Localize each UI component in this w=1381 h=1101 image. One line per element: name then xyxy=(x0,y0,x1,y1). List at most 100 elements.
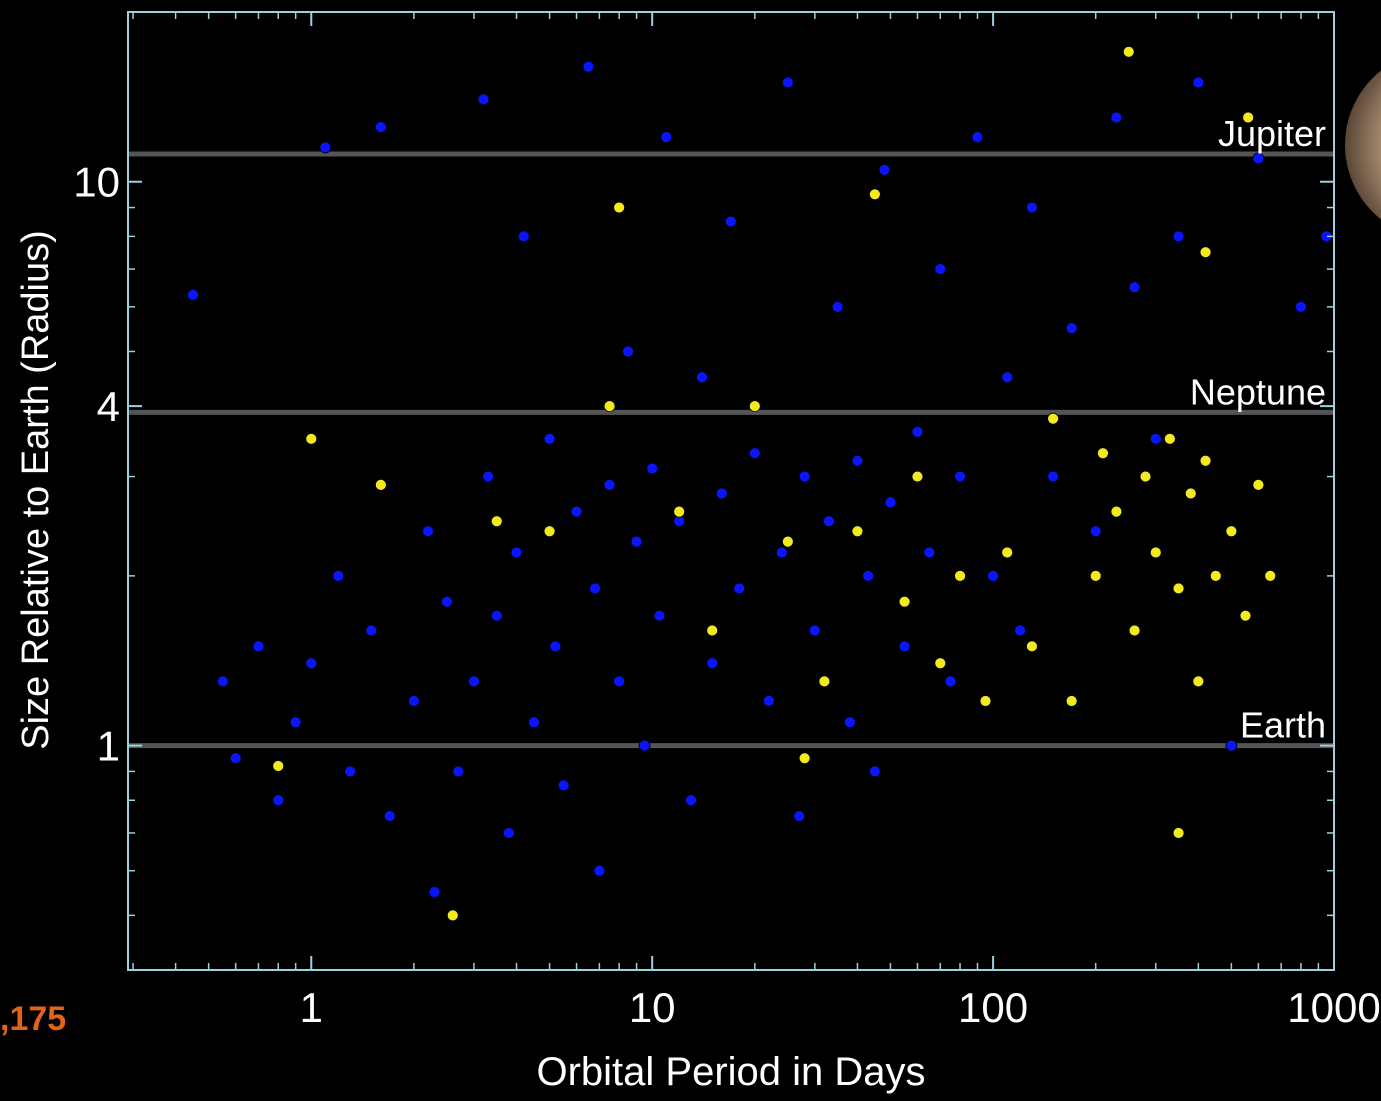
point xyxy=(1014,624,1026,637)
point xyxy=(1172,230,1185,243)
point xyxy=(1172,827,1185,839)
point xyxy=(543,432,556,445)
point xyxy=(733,582,746,595)
point xyxy=(868,765,881,778)
point xyxy=(884,496,897,509)
point xyxy=(365,624,378,637)
point xyxy=(482,470,494,483)
point xyxy=(1097,447,1109,460)
reference-label: Jupiter xyxy=(1218,113,1326,154)
point xyxy=(622,345,635,358)
point xyxy=(1225,739,1238,752)
x-tick-label: 1000 xyxy=(1287,984,1380,1031)
point xyxy=(503,827,515,839)
point xyxy=(543,525,556,538)
point xyxy=(851,525,864,538)
point xyxy=(748,447,761,460)
point xyxy=(898,640,911,653)
point xyxy=(1264,569,1277,582)
annotation: ,175 xyxy=(0,1000,66,1038)
point xyxy=(570,505,583,518)
point xyxy=(603,400,616,413)
point xyxy=(954,569,966,582)
plot-frame xyxy=(127,11,1335,971)
point xyxy=(653,609,666,622)
point xyxy=(490,515,503,528)
point xyxy=(528,716,540,729)
point xyxy=(763,695,775,707)
point xyxy=(831,300,844,313)
point xyxy=(823,515,835,528)
point xyxy=(1026,640,1038,653)
point xyxy=(272,760,285,772)
point xyxy=(383,810,396,822)
point xyxy=(630,535,643,548)
point xyxy=(289,716,302,729)
point xyxy=(332,569,345,582)
y-axis-title: Size Relative to Earth (Radius) xyxy=(15,230,57,750)
point xyxy=(954,470,966,483)
point xyxy=(1225,525,1238,538)
point xyxy=(878,163,891,176)
point xyxy=(557,779,570,792)
point xyxy=(1184,487,1197,500)
point xyxy=(252,640,265,653)
point xyxy=(646,462,659,475)
point xyxy=(1065,695,1078,707)
point xyxy=(1089,525,1102,538)
x-tick-label: 10 xyxy=(629,984,676,1031)
point xyxy=(216,675,229,688)
point xyxy=(1252,152,1265,165)
y-tick-label: 1 xyxy=(97,723,120,770)
point xyxy=(517,230,530,243)
point xyxy=(1163,432,1176,445)
reference-label: Neptune xyxy=(1190,371,1326,412)
point xyxy=(422,525,434,538)
point xyxy=(441,595,453,608)
point xyxy=(428,886,441,898)
point xyxy=(374,478,387,491)
point xyxy=(1026,201,1038,214)
point xyxy=(1242,111,1255,124)
point xyxy=(305,432,318,445)
point xyxy=(911,470,924,483)
point xyxy=(660,131,673,143)
point xyxy=(374,121,387,133)
x-tick-label: 100 xyxy=(958,984,1028,1031)
point xyxy=(781,535,794,548)
point xyxy=(898,595,911,608)
point xyxy=(593,864,606,877)
point xyxy=(1047,470,1060,483)
point xyxy=(589,582,601,595)
point xyxy=(868,188,881,201)
y-tick-label: 10 xyxy=(73,159,120,206)
point xyxy=(1172,582,1185,595)
point xyxy=(775,546,788,559)
point xyxy=(638,739,651,752)
point xyxy=(971,131,984,143)
point xyxy=(305,657,318,670)
point xyxy=(1139,470,1152,483)
point xyxy=(344,765,357,778)
point xyxy=(1149,546,1162,559)
point xyxy=(1110,111,1123,124)
point xyxy=(934,657,947,670)
point xyxy=(1089,569,1102,582)
plot-area xyxy=(128,45,1334,922)
point xyxy=(843,716,856,729)
point xyxy=(510,546,523,559)
point xyxy=(490,609,503,622)
point xyxy=(1128,281,1141,294)
point xyxy=(781,76,794,89)
point xyxy=(808,624,821,637)
point xyxy=(549,640,562,653)
point xyxy=(1239,609,1252,622)
point xyxy=(1128,624,1141,637)
point xyxy=(706,657,719,670)
point xyxy=(1192,675,1205,688)
point xyxy=(1122,45,1135,58)
point xyxy=(1192,76,1205,89)
point xyxy=(1252,478,1265,491)
point xyxy=(944,675,957,688)
